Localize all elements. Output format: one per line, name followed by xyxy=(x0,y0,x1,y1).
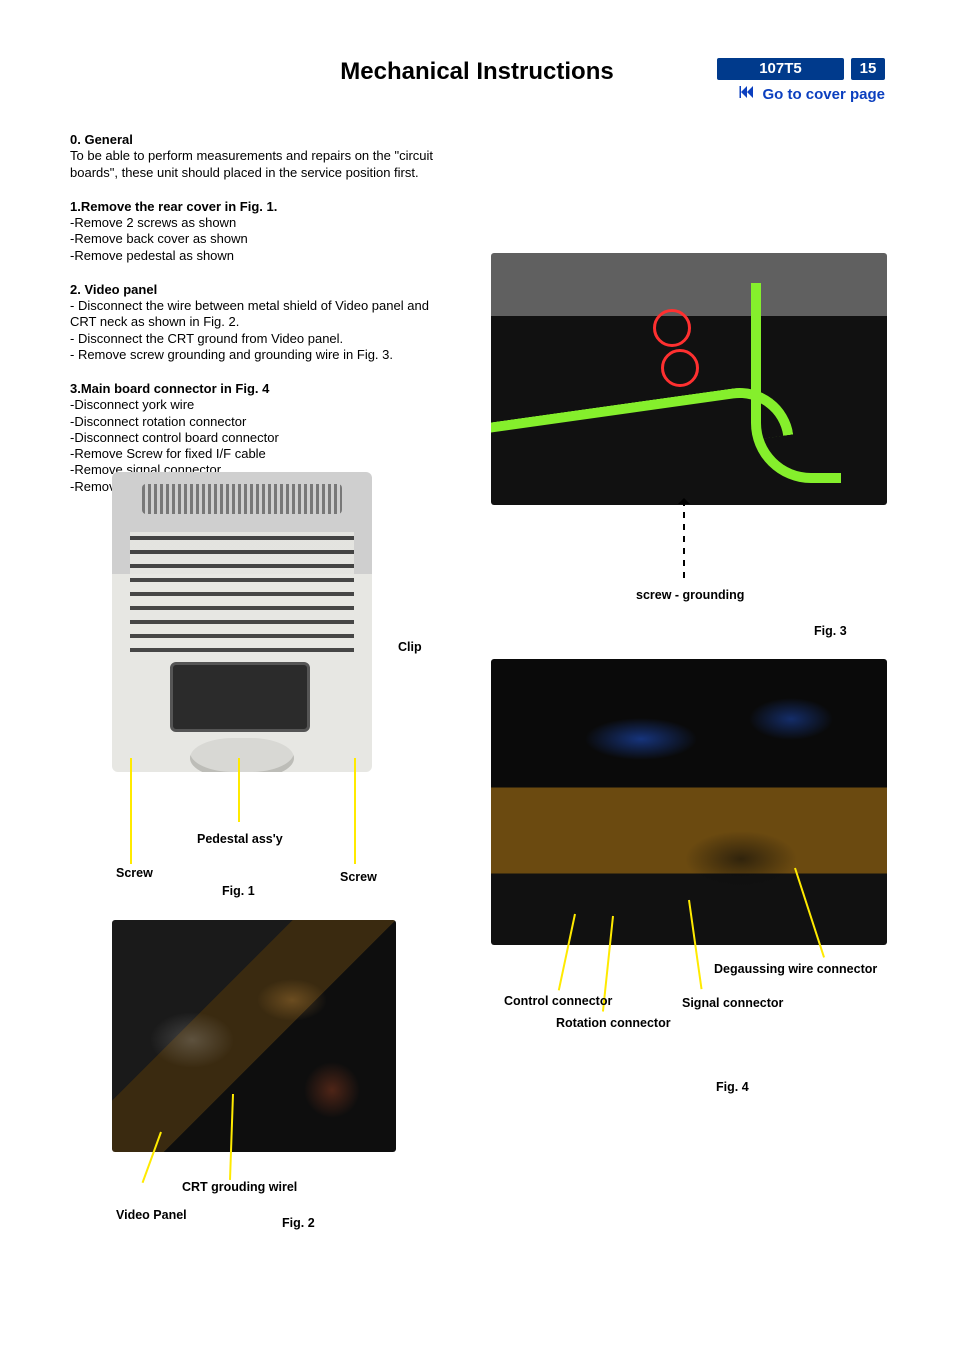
section-3-item: -Disconnect york wire xyxy=(70,397,460,413)
figure-1-image xyxy=(112,472,392,792)
callout-signal-connector: Signal connector xyxy=(682,996,783,1010)
section-1-heading: 1.Remove the rear cover in Fig. 1. xyxy=(70,199,460,215)
section-2-item: CRT neck as shown in Fig. 2. xyxy=(70,314,460,330)
section-3-item: -Remove Screw for fixed I/F cable xyxy=(70,446,460,462)
section-1-item: -Remove 2 screws as shown xyxy=(70,215,460,231)
section-0-body: To be able to perform measurements and r… xyxy=(70,148,460,164)
callout-rotation-connector: Rotation connector xyxy=(556,1016,671,1030)
figure-4-caption: Fig. 4 xyxy=(716,1080,749,1094)
model-badge: 107T5 xyxy=(717,58,844,80)
callout-screw-left: Screw xyxy=(116,866,153,880)
figure-1-caption: Fig. 1 xyxy=(222,884,255,898)
section-2-heading: 2. Video panel xyxy=(70,282,460,298)
figure-2-image xyxy=(112,920,396,1152)
page-number-badge: 15 xyxy=(851,58,885,80)
section-2-item: - Remove screw grounding and grounding w… xyxy=(70,347,460,363)
section-3-item: -Disconnect rotation connector xyxy=(70,414,460,430)
section-3-heading: 3.Main board connector in Fig. 4 xyxy=(70,381,460,397)
callout-clip: Clip xyxy=(398,640,422,654)
section-3-item: -Disconnect control board connector xyxy=(70,430,460,446)
section-2-item: - Disconnect the wire between metal shie… xyxy=(70,298,460,314)
section-1-item: -Remove back cover as shown xyxy=(70,231,460,247)
figure-2-caption: Fig. 2 xyxy=(282,1216,315,1230)
callout-crt-ground: CRT grouding wirel xyxy=(182,1180,297,1194)
section-1-item: -Remove pedestal as shown xyxy=(70,248,460,264)
callout-line xyxy=(130,758,132,864)
callout-degaussing-connector: Degaussing wire connector xyxy=(714,962,877,976)
callout-line xyxy=(354,758,356,864)
section-0-heading: 0. General xyxy=(70,132,460,148)
callout-pedestal: Pedestal ass'y xyxy=(197,832,283,846)
callout-control-connector: Control connector xyxy=(504,994,612,1008)
instructions-text: 0. General To be able to perform measure… xyxy=(70,126,460,495)
callout-arrow xyxy=(683,500,685,580)
callout-screw-right: Screw xyxy=(340,870,377,884)
figure-3-image xyxy=(491,253,887,505)
callout-video-panel: Video Panel xyxy=(116,1208,187,1222)
cover-link-text: Go to cover page xyxy=(762,86,885,103)
callout-line xyxy=(238,758,240,822)
rewind-icon xyxy=(738,85,756,103)
callout-screw-grounding: screw - grounding xyxy=(636,588,744,602)
section-0-body: boards", these unit should placed in the… xyxy=(70,165,460,181)
go-to-cover-link[interactable]: Go to cover page xyxy=(738,85,885,103)
figure-3-caption: Fig. 3 xyxy=(814,624,847,638)
section-2-item: - Disconnect the CRT ground from Video p… xyxy=(70,331,460,347)
